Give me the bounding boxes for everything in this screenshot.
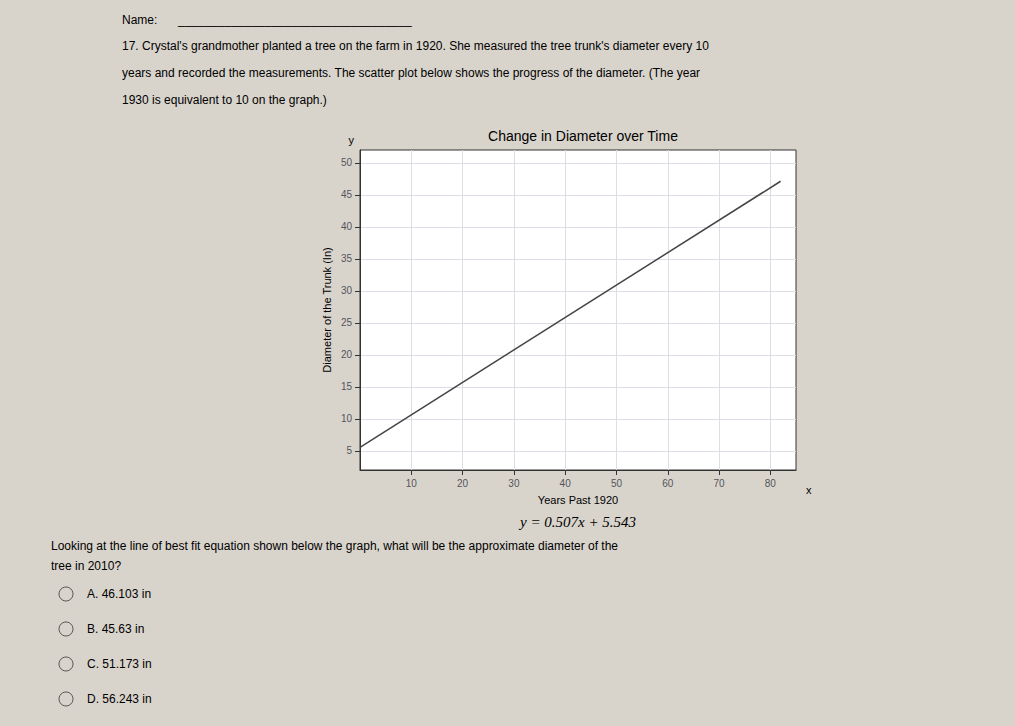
svg-text:17. Crystal's grandmother plan: 17. Crystal's grandmother planted a tree… bbox=[122, 39, 709, 53]
svg-text:50: 50 bbox=[341, 157, 353, 168]
svg-text:20: 20 bbox=[457, 478, 469, 489]
svg-text:70: 70 bbox=[713, 478, 725, 489]
svg-text:10: 10 bbox=[406, 478, 418, 489]
svg-text:1930 is equivalent to 10 on th: 1930 is equivalent to 10 on the graph.) bbox=[122, 93, 327, 107]
svg-text:50: 50 bbox=[611, 478, 623, 489]
svg-text:Name:: Name: bbox=[122, 13, 157, 27]
svg-text:A. 46.103 in: A. 46.103 in bbox=[87, 587, 151, 601]
svg-text:5: 5 bbox=[346, 445, 352, 456]
svg-text:60: 60 bbox=[662, 478, 674, 489]
svg-text:40: 40 bbox=[341, 221, 353, 232]
svg-text:30: 30 bbox=[508, 478, 520, 489]
svg-text:Looking at the line of best fi: Looking at the line of best fit equation… bbox=[51, 539, 618, 553]
svg-text:10: 10 bbox=[341, 413, 353, 424]
svg-text:x: x bbox=[806, 484, 812, 496]
svg-text:D. 56.243 in: D. 56.243 in bbox=[87, 692, 152, 706]
svg-text:20: 20 bbox=[341, 349, 353, 360]
svg-text:y: y bbox=[349, 134, 355, 146]
svg-text:C. 51.173 in: C. 51.173 in bbox=[87, 657, 152, 671]
svg-text:35: 35 bbox=[341, 253, 353, 264]
svg-text:B. 45.63 in: B. 45.63 in bbox=[87, 622, 144, 636]
svg-text:25: 25 bbox=[341, 317, 353, 328]
svg-text:tree in 2010?: tree in 2010? bbox=[51, 559, 121, 573]
svg-text:30: 30 bbox=[341, 285, 353, 296]
svg-text:15: 15 bbox=[341, 381, 353, 392]
svg-text:Years Past 1920: Years Past 1920 bbox=[538, 494, 618, 506]
svg-text:40: 40 bbox=[560, 478, 572, 489]
svg-text:45: 45 bbox=[341, 189, 353, 200]
svg-text:______________________________: ___________________________________ bbox=[177, 13, 412, 27]
svg-text:Diameter of the Trunk (In): Diameter of the Trunk (In) bbox=[321, 247, 333, 372]
svg-text:Change in Diameter over Time: Change in Diameter over Time bbox=[488, 128, 678, 144]
svg-text:80: 80 bbox=[765, 478, 777, 489]
svg-text:y = 0.507x + 5.543: y = 0.507x + 5.543 bbox=[518, 514, 636, 530]
svg-text:years and recorded the measure: years and recorded the measurements. The… bbox=[122, 66, 700, 80]
